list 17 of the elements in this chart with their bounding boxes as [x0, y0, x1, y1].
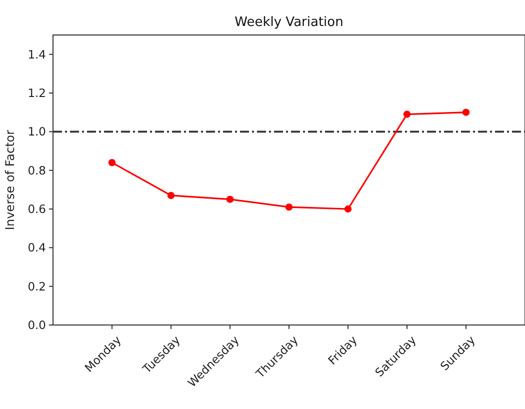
y-tick-label: 0.4: [28, 240, 46, 255]
point: [167, 192, 175, 200]
point: [226, 196, 234, 203]
point: [108, 159, 116, 166]
y-tick-label: 1.4: [28, 47, 46, 62]
y-tick-label: 0.2: [28, 279, 46, 294]
point: [344, 205, 352, 213]
y-tick-label: 0.6: [28, 202, 46, 216]
y-tick-label: 0.8: [28, 163, 46, 178]
chart-title: Weekly Variation: [234, 15, 344, 30]
point: [462, 108, 470, 116]
y-tick-label: 0.0: [28, 318, 46, 332]
y-axis-title: Inverse of Factor: [3, 130, 17, 230]
point: [403, 110, 411, 118]
point: [285, 203, 293, 211]
y-tick-label: 1.2: [28, 86, 46, 100]
y-tick-label: 1.0: [28, 124, 46, 139]
